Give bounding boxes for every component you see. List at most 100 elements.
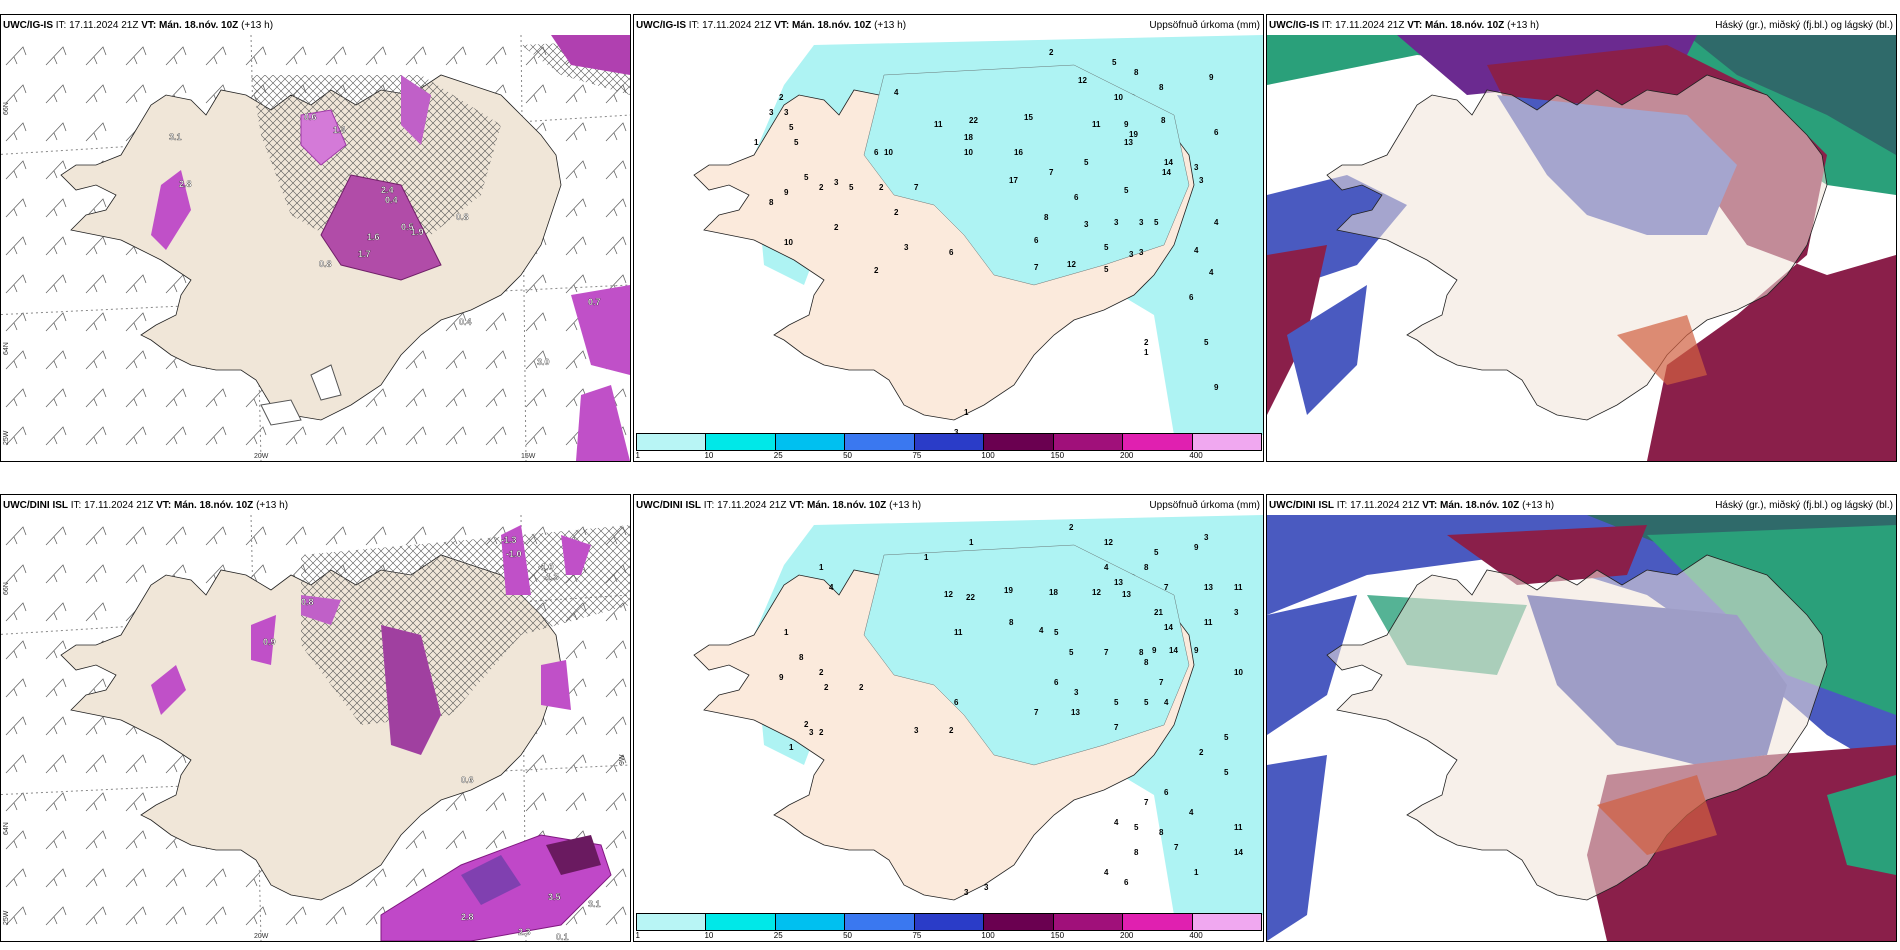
convection-map: 2.8 3.1 0.6 1.4 0.4 0.5 0.8 0.4 1.6 0.8 0.7 3.0 1.7 2… — [1, 35, 630, 461]
convection-value-label: 0.8 — [319, 259, 332, 269]
colorbar-swatch — [984, 434, 1054, 450]
panel-field-title: Háský (gr.), miðský (fj.bl.) og lágský (… — [1715, 500, 1893, 511]
precip-value-label: 3 — [1199, 176, 1204, 185]
colorbar-tick-label: 200 — [1119, 931, 1134, 940]
precip-value-label: 8 — [1161, 116, 1166, 125]
precip-value-label: 9 — [1194, 646, 1199, 655]
cloud-map — [1267, 35, 1896, 461]
colorbar — [636, 433, 1262, 451]
precip-value-label: 4 — [1189, 808, 1194, 817]
convection-value-label: 2.8 — [179, 179, 192, 189]
map-panel-bottom-right: UWC/DINI ISL IT: 17.11.2024 21Z VT: Mán.… — [1266, 494, 1897, 942]
precip-value-label: 11 — [1092, 120, 1101, 129]
precip-value-label: 1 — [789, 743, 794, 752]
lat-label-66n: 66N — [3, 582, 10, 595]
precip-value-label: 4 — [1114, 818, 1119, 827]
convection-value-label: 0.8 — [301, 597, 314, 607]
precip-value-label: 19 — [1129, 130, 1138, 139]
panel-field-title: Uppsöfnuð úrkoma (mm) — [1149, 500, 1260, 511]
precip-value-label: 8 — [1134, 848, 1139, 857]
precip-value-label: 5 — [794, 138, 799, 147]
precip-value-label: 10 — [1114, 93, 1123, 102]
colorbar-tick-label: 200 — [1119, 451, 1134, 460]
precip-value-label: 14 — [1162, 168, 1171, 177]
precip-value-label: 5 — [1054, 628, 1059, 637]
precip-value-label: 14 — [1164, 623, 1173, 632]
precip-value-label: 4 — [1104, 868, 1109, 877]
convection-value-label: 0.9 — [263, 637, 276, 647]
colorbar-tick-label: 50 — [843, 451, 853, 460]
lat-label-64n: 64N — [3, 822, 10, 835]
precip-value-label: 5 — [1154, 218, 1159, 227]
precip-value-label: 7 — [1049, 168, 1054, 177]
precip-value-label: 8 — [769, 198, 774, 207]
precip-value-label: 5 — [1069, 648, 1074, 657]
colorbar-ticks: 1 10 25 50 75 100 150 200 400 — [636, 931, 1260, 941]
panel-title: UWC/DINI ISL IT: 17.11.2024 21Z VT: Mán.… — [636, 500, 922, 511]
precip-value-label: 12 — [1078, 76, 1087, 85]
colorbar-swatch — [1192, 434, 1261, 450]
precip-value-label: 3 — [964, 888, 969, 897]
precip-value-label: 5 — [1084, 158, 1089, 167]
precip-value-label: 5 — [1144, 698, 1149, 707]
precip-value-label: 1 — [754, 138, 759, 147]
precip-value-label: 8 — [1044, 213, 1049, 222]
precip-value-label: 8 — [799, 653, 804, 662]
convection-value-label: 0.6 — [304, 112, 317, 122]
precip-value-label: 22 — [966, 593, 975, 602]
precip-value-label: 3 — [984, 883, 989, 892]
precip-value-label: 6 — [1054, 678, 1059, 687]
precip-value-label: 2 — [819, 668, 824, 677]
convection-value-label: 1.9 — [411, 227, 424, 237]
precip-value-label: 2 — [1144, 338, 1149, 347]
precip-value-label: 1 — [964, 408, 969, 417]
precip-value-label: 2 — [879, 183, 884, 192]
convection-value-label: 0.4 — [459, 317, 472, 327]
convection-value-label: 1.4 — [333, 125, 346, 135]
precip-value-label: 4 — [1164, 698, 1169, 707]
precip-value-label: 13 — [1114, 578, 1123, 587]
colorbar-tick-label: 150 — [1050, 451, 1065, 460]
precip-value-label: 3 — [1114, 218, 1119, 227]
colorbar-tick-label: 75 — [912, 931, 922, 940]
colorbar-tick-label: 75 — [912, 451, 922, 460]
precip-value-label: 2 — [804, 720, 809, 729]
precip-value-label: 13 — [1071, 708, 1080, 717]
precip-value-label: 17 — [1009, 176, 1018, 185]
precip-value-label: 3 — [769, 108, 774, 117]
precip-value-label: 2 — [874, 266, 879, 275]
precip-value-label: 4 — [1209, 268, 1214, 277]
colorbar-tick-label: 100 — [981, 931, 995, 940]
convection-value-label: 3.1 — [588, 899, 601, 909]
precip-value-label: 1 — [924, 553, 929, 562]
colorbar-tick-label: 25 — [773, 931, 783, 940]
precip-value-label: 8 — [1134, 68, 1139, 77]
precip-value-label: 7 — [1159, 678, 1164, 687]
precip-value-label: 3 — [914, 726, 919, 735]
precip-value-label: 7 — [914, 183, 919, 192]
precip-value-label: 4 — [894, 88, 899, 97]
precip-value-label: 19 — [1004, 586, 1013, 595]
colorbar-tick-label: 10 — [704, 451, 714, 460]
precip-value-label: 22 — [969, 116, 978, 125]
precip-value-label: 3 — [809, 728, 814, 737]
colorbar-tick-label: 150 — [1050, 931, 1065, 940]
convection-value-label: 1.6 — [367, 232, 380, 242]
precip-value-label: 9 — [1194, 543, 1199, 552]
convection-value-label: 2.3 — [518, 927, 531, 937]
colorbar-swatch — [984, 914, 1054, 930]
map-panel-top-right: UWC/IG-IS IT: 17.11.2024 21Z VT: Mán. 18… — [1266, 14, 1897, 462]
precip-value-label: 7 — [1174, 843, 1179, 852]
precip-value-label: 3 — [1204, 533, 1209, 542]
precip-value-label: 10 — [1234, 668, 1243, 677]
colorbar-tick-label: 25 — [773, 451, 783, 460]
convection-value-label: 0.5 — [401, 222, 414, 232]
precip-value-label: 7 — [1144, 798, 1149, 807]
precip-value-label: 5 — [1104, 265, 1109, 274]
colorbar-swatch — [637, 434, 707, 450]
precip-value-label: 14 — [1169, 646, 1178, 655]
precip-value-label: 3 — [1129, 250, 1134, 259]
precip-value-label: 3 — [1139, 248, 1144, 257]
colorbar-swatch — [1053, 434, 1124, 450]
precip-value-label: 3 — [954, 428, 959, 437]
